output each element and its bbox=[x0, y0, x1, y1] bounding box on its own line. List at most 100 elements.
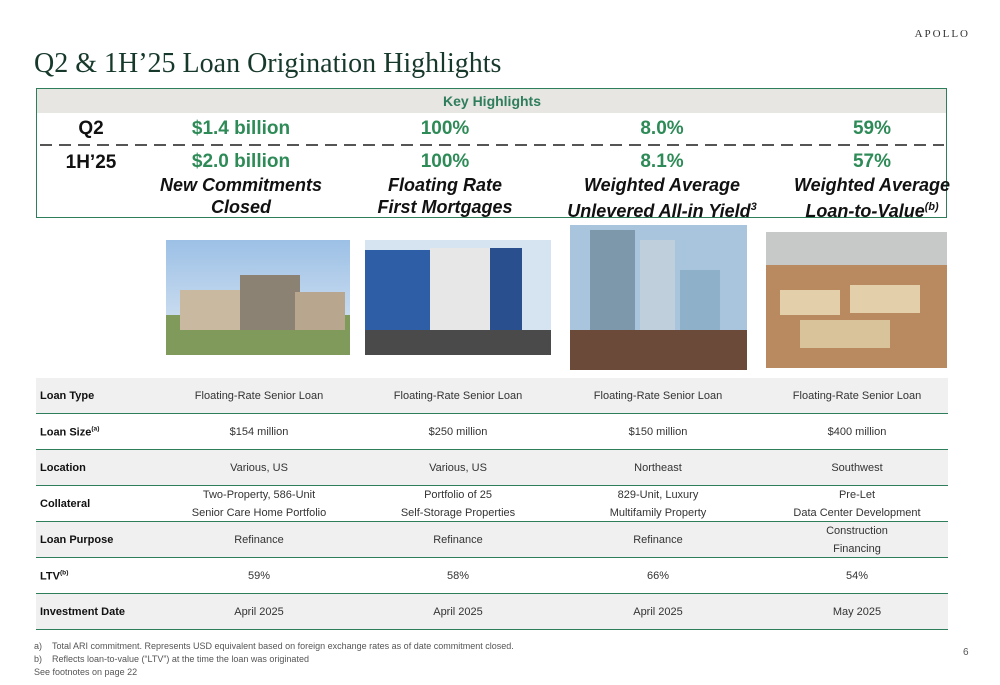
cell-line: April 2025 bbox=[433, 605, 483, 618]
caption-sup: 3 bbox=[750, 201, 757, 213]
caption: Floating Rate bbox=[388, 174, 502, 196]
title: Q2 & 1H’25 Loan Origination Highlights bbox=[34, 48, 502, 79]
row-header: Loan Size(a) bbox=[40, 425, 99, 438]
q2-value: 59% bbox=[852, 118, 892, 139]
cell: 54% bbox=[846, 567, 868, 585]
cell-line: Pre-Let bbox=[838, 488, 876, 501]
1h-value: 57% bbox=[852, 151, 892, 172]
caption-text: Loan-to-Value bbox=[805, 201, 925, 221]
cell-line: Self-Storage Properties bbox=[400, 506, 516, 519]
footnote: a) Total ARI commitment. Represents USD e… bbox=[34, 640, 514, 653]
heading-bar bbox=[37, 89, 946, 113]
cell: $250 million bbox=[429, 423, 488, 441]
caption-text: First Mortgages bbox=[377, 197, 513, 217]
caption-text: Floating Rate bbox=[387, 175, 503, 195]
cell: 59% bbox=[248, 567, 270, 585]
cell: Floating-Rate Senior Loan bbox=[195, 387, 323, 405]
cell: Pre-Let Data Center Development bbox=[793, 486, 920, 522]
cell: Portfolio of 25 Self-Storage Properties bbox=[401, 486, 515, 522]
1h-value: $2.0 billion bbox=[191, 151, 291, 172]
cell: Floating-Rate Senior Loan bbox=[394, 387, 522, 405]
footnote-text: Reflects loan-to-value (“LTV”) at the ti… bbox=[52, 654, 309, 664]
row-header-text: Loan Type bbox=[40, 389, 95, 402]
images bbox=[166, 225, 947, 370]
cell-line: $250 million bbox=[428, 425, 488, 438]
caption-text: Weighted Average bbox=[583, 175, 741, 195]
cell-line: Various, US bbox=[230, 461, 288, 474]
photo-data-center bbox=[766, 232, 947, 368]
1h-value: 100% bbox=[420, 151, 470, 172]
photo-multifamily bbox=[570, 225, 747, 370]
q2-value: 100% bbox=[420, 118, 470, 139]
cell-line: Southwest bbox=[831, 461, 883, 474]
row-header-text: Collateral bbox=[40, 497, 91, 510]
q2-value: 8.0% bbox=[640, 118, 684, 139]
caption: Weighted Average bbox=[794, 174, 950, 196]
brand: APOLLO bbox=[914, 28, 970, 40]
cell-line: Floating-Rate Senior Loan bbox=[194, 389, 324, 402]
cell-line: Portfolio of 25 bbox=[424, 488, 492, 501]
row-label: 1H’25 bbox=[65, 152, 117, 173]
cell: Refinance bbox=[234, 531, 284, 549]
cell: 58% bbox=[447, 567, 469, 585]
cell: Various, US bbox=[230, 459, 288, 477]
photo-senior-care bbox=[166, 240, 350, 355]
caption-text: New Commitments bbox=[159, 175, 323, 195]
table-row: Investment Date April 2025 April 2025 April… bbox=[36, 594, 948, 630]
caption: Unlevered All-in Yield3 bbox=[567, 196, 756, 222]
cell: April 2025 bbox=[234, 603, 284, 621]
cell-line: Construction bbox=[826, 524, 888, 537]
cell: $154 million bbox=[230, 423, 289, 441]
cell-line: Refinance bbox=[433, 533, 483, 546]
cell-line: April 2025 bbox=[234, 605, 284, 618]
row-header-text: Location bbox=[40, 461, 86, 474]
cell-line: Two-Property, 586-Unit bbox=[202, 488, 316, 501]
cell: 66% bbox=[647, 567, 669, 585]
cell-line: Multifamily Property bbox=[609, 506, 707, 519]
cell-line: Floating-Rate Senior Loan bbox=[393, 389, 523, 402]
footnotes: a) Total ARI commitment. Represents USD e… bbox=[34, 640, 514, 679]
cell: Refinance bbox=[633, 531, 683, 549]
cell-line: Refinance bbox=[633, 533, 683, 546]
footnote: See footnotes on page 22 bbox=[34, 666, 514, 679]
table-row: Collateral Two-Property, 586-Unit Senior C… bbox=[36, 486, 948, 522]
cell: Refinance bbox=[433, 531, 483, 549]
cell: $150 million bbox=[629, 423, 688, 441]
cell: April 2025 bbox=[433, 603, 483, 621]
footnote-text: See footnotes on page 22 bbox=[34, 667, 138, 677]
cell-line: Floating-Rate Senior Loan bbox=[792, 389, 922, 402]
highlights-heading: Key Highlights bbox=[442, 93, 542, 109]
cell-line: Various, US bbox=[429, 461, 487, 474]
cell-line: Data Center Development bbox=[793, 506, 921, 519]
footnote: b) Reflects loan-to-value (“LTV”) at the … bbox=[34, 653, 514, 666]
cell-line: May 2025 bbox=[832, 605, 882, 618]
cell: 829-Unit, Luxury Multifamily Property bbox=[610, 486, 707, 522]
page-number: 6 bbox=[963, 647, 969, 658]
cell: Construction Financing bbox=[826, 522, 888, 558]
caption: First Mortgages bbox=[377, 196, 512, 218]
caption: Closed bbox=[211, 196, 271, 218]
row-header: Investment Date bbox=[40, 606, 125, 618]
row-header: Loan Purpose bbox=[40, 534, 113, 546]
cell-line: 66% bbox=[646, 569, 670, 582]
cell-line: Northeast bbox=[634, 461, 682, 474]
footnote-marker: a) bbox=[34, 641, 43, 651]
table-row: Loan Size(a) $154 million $250 million $150… bbox=[36, 414, 948, 450]
caption: New Commitments bbox=[160, 174, 322, 196]
row-header: Location bbox=[40, 462, 86, 474]
row-label: Q2 bbox=[78, 118, 104, 139]
cell: May 2025 bbox=[833, 603, 881, 621]
photo-self-storage bbox=[365, 240, 551, 355]
table-row: Loan Purpose Refinance Refinance Refinance C… bbox=[36, 522, 948, 558]
cell: Floating-Rate Senior Loan bbox=[594, 387, 722, 405]
cell: April 2025 bbox=[633, 603, 683, 621]
caption-text: Closed bbox=[210, 197, 272, 217]
cell-line: Refinance bbox=[234, 533, 284, 546]
cell-line: $150 million bbox=[628, 425, 688, 438]
1h-value: 8.1% bbox=[640, 151, 684, 172]
cell-line: 58% bbox=[446, 569, 470, 582]
cell-line: $400 million bbox=[827, 425, 887, 438]
caption-text: Weighted Average bbox=[793, 175, 951, 195]
caption: Loan-to-Value(b) bbox=[805, 196, 938, 222]
cell: Various, US bbox=[429, 459, 487, 477]
